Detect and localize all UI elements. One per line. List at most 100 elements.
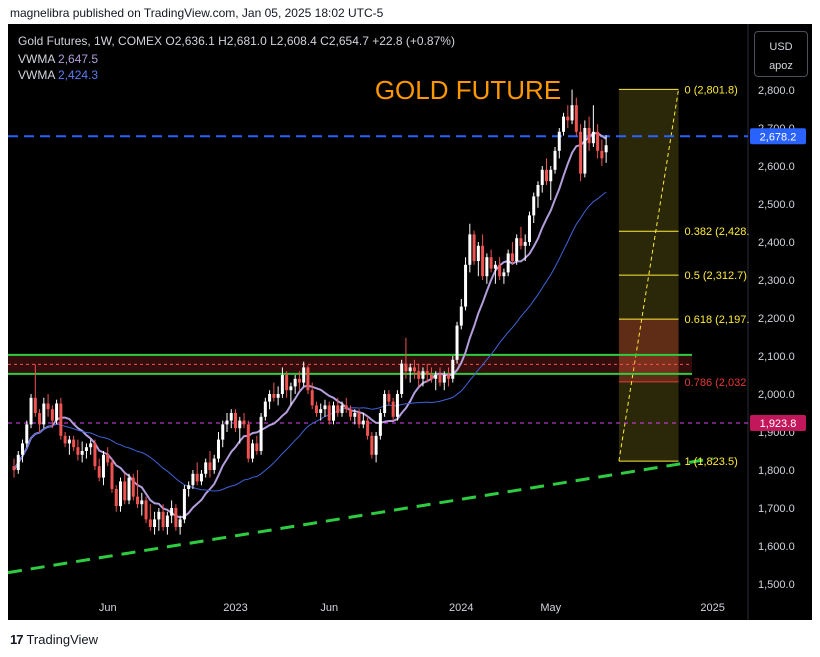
candle: [59, 397, 63, 440]
candle: [182, 485, 186, 524]
candle: [357, 409, 361, 429]
candle: [174, 504, 178, 531]
candle-body: [336, 405, 340, 413]
candle-body: [438, 375, 442, 383]
candle-body: [165, 515, 169, 527]
candle-body: [38, 413, 42, 425]
candle-body: [106, 454, 110, 463]
fib-level-label-1: 1 (1,823.5): [685, 456, 738, 468]
candle: [25, 420, 29, 448]
candle-body: [255, 443, 259, 451]
candle: [153, 511, 157, 535]
candle-body: [25, 424, 29, 444]
candle-body: [72, 439, 76, 448]
candle-body: [55, 403, 59, 421]
y-tick-label: 2,300.0: [758, 275, 795, 287]
candle: [110, 458, 114, 493]
candle-body: [408, 367, 412, 372]
candle-body: [234, 413, 238, 429]
candle: [170, 500, 174, 524]
candle: [404, 337, 408, 379]
vwma1-label: VWMA: [18, 52, 55, 66]
candle-body: [434, 375, 438, 379]
candle-body: [285, 375, 289, 391]
candle: [378, 409, 382, 440]
vwma1-legend[interactable]: VWMA 2,647.5: [18, 52, 98, 66]
marker-price-label: 1,923.8: [760, 418, 797, 430]
candle-body: [515, 238, 519, 261]
y-tick-label: 2,000.0: [758, 389, 795, 401]
y-tick-label: 2,600.0: [758, 161, 795, 173]
footer-brand[interactable]: 17 TradingView: [10, 632, 98, 647]
candle-body: [89, 443, 93, 448]
candle: [451, 356, 455, 383]
candle-body: [293, 378, 297, 387]
candle: [50, 405, 54, 429]
candle-body: [574, 105, 578, 132]
candle: [459, 299, 463, 330]
candle: [42, 397, 46, 429]
candle-body: [344, 405, 348, 410]
candle: [515, 234, 519, 265]
candle: [93, 439, 97, 470]
candle: [476, 242, 480, 277]
time-axis: Jun 2023 Jun 2024 May 2025: [99, 602, 725, 614]
candle-body: [540, 169, 544, 185]
tradingview-logo-icon: 17: [10, 632, 24, 647]
currency-button[interactable]: USD apoz: [754, 31, 808, 77]
candle: [442, 371, 446, 391]
candle-body: [246, 424, 250, 459]
candle-body: [242, 420, 246, 425]
candle-body: [148, 519, 152, 527]
candle: [532, 192, 536, 223]
candle: [136, 470, 140, 508]
trendline: [7, 457, 713, 575]
y-tick-label: 2,500.0: [758, 199, 795, 211]
ascending-trendline: [7, 457, 713, 575]
candle-body: [579, 131, 583, 174]
last-price-label: 2,678.2: [760, 131, 797, 143]
candle: [562, 112, 566, 136]
candle-body: [187, 485, 191, 489]
candle: [600, 139, 604, 166]
candle: [16, 451, 20, 474]
candle-body: [395, 394, 399, 417]
candle-body: [566, 116, 570, 121]
y-tick-label: 1,800.0: [758, 465, 795, 477]
candle-body: [101, 454, 105, 478]
candle-body: [374, 435, 378, 455]
candle-body: [545, 169, 548, 182]
candle: [242, 413, 246, 429]
candle-body: [63, 435, 67, 444]
candle: [583, 120, 587, 178]
candle: [246, 420, 250, 463]
candle-body: [327, 405, 331, 421]
candle-body: [429, 375, 433, 379]
candle-body: [357, 413, 361, 425]
candle-body: [225, 420, 229, 425]
candle: [447, 367, 451, 387]
fibonacci-labels: 0 (2,801.8) 0.382 (2,428. 0.5 (2,312.7) 0.6…: [685, 84, 750, 468]
candle: [238, 416, 242, 444]
candle-body: [562, 116, 566, 132]
candle-body: [238, 420, 242, 429]
candle: [319, 403, 323, 421]
candle-body: [468, 234, 472, 265]
fib-level-label-0: 0 (2,801.8): [685, 84, 738, 96]
candle-body: [46, 403, 50, 410]
candle-body: [229, 413, 233, 421]
candle: [400, 359, 404, 398]
fib-level-label-0.618: 0.618 (2,197.: [685, 314, 750, 326]
y-tick-label: 1,600.0: [758, 541, 795, 553]
y-tick-label: 1,700.0: [758, 503, 795, 515]
candle-body: [33, 397, 37, 413]
candle-body: [170, 508, 174, 516]
candle-body: [157, 511, 161, 520]
y-tick-label: 2,100.0: [758, 351, 795, 363]
vwma2-legend[interactable]: VWMA 2,424.3: [18, 68, 98, 82]
candle-body: [591, 131, 595, 144]
candle-body: [110, 462, 114, 489]
candle-body: [314, 405, 318, 413]
